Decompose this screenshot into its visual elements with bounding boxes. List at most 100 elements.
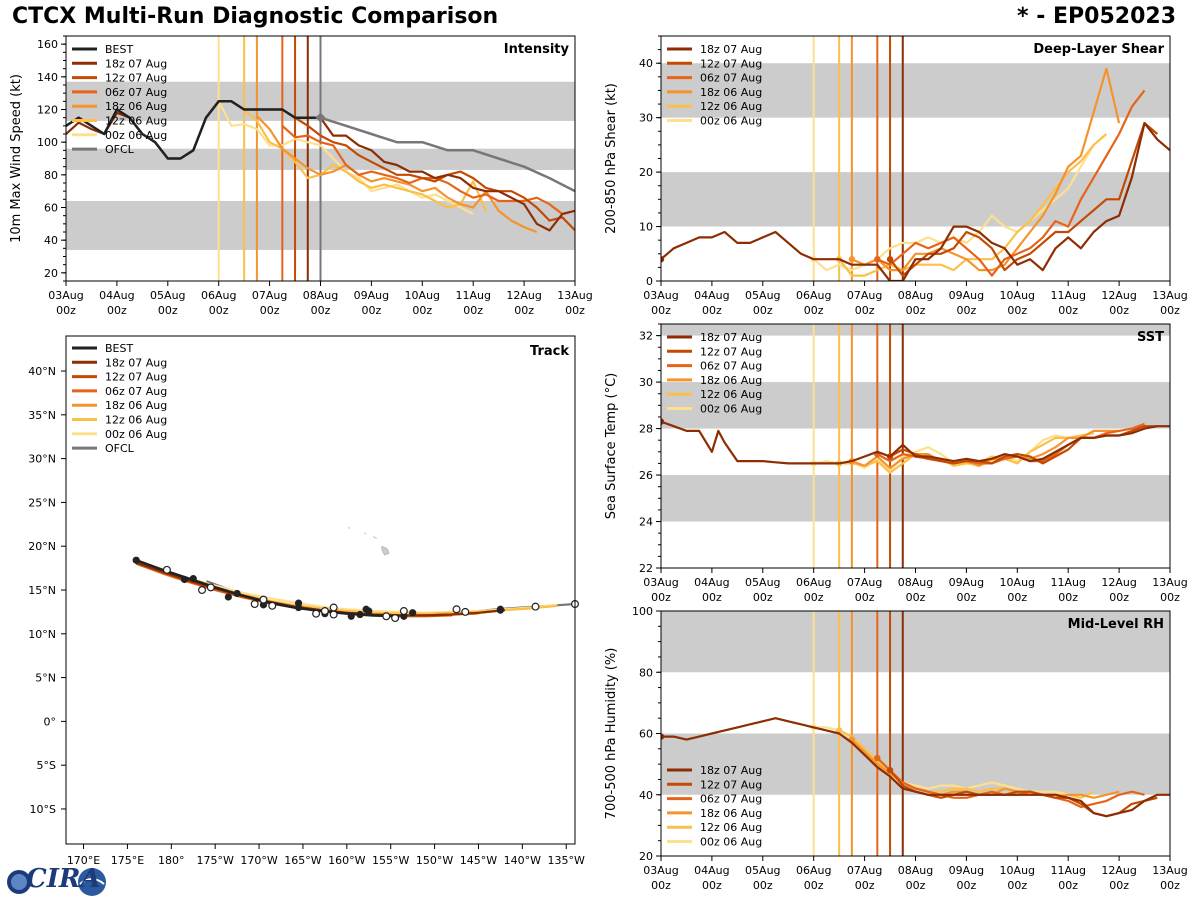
x-tick-hour: 00z [1160,591,1180,604]
y-tick-label: 100 [37,136,58,149]
x-tick-hour: 00z [1160,304,1180,317]
legend-label: 18z 07 Aug [105,356,167,369]
x-tick-date: 03Aug [643,864,678,877]
legend-label: 18z 06 Aug [700,807,762,820]
y-tick-label: 22 [639,562,653,575]
track-point-filled [294,599,303,607]
x-tick-hour: 00z [753,591,773,604]
satellite-globe-icon [78,868,106,896]
series-line-12z-07-aug [294,116,575,232]
lon-tick-label: 155°W [372,854,409,867]
x-tick-hour: 00z [906,304,926,317]
x-tick-date: 13Aug [1152,864,1187,877]
y-axis-label: 200-850 hPa Shear (kt) [604,83,619,234]
x-tick-date: 05Aug [745,576,780,589]
y-tick-label: 28 [639,423,653,436]
series-start-point [874,754,881,762]
track-point-open [391,614,400,623]
legend-label: 18z 07 Aug [700,764,762,777]
x-tick-date: 10Aug [1000,576,1035,589]
legend-label: 18z 06 Aug [700,374,762,387]
legend-label: 00z 06 Aug [700,403,762,416]
x-tick-date: 06Aug [796,864,831,877]
x-tick-hour: 00z [753,304,773,317]
y-tick-label: 10 [639,221,653,234]
y-tick-label: 120 [37,104,58,117]
lon-tick-label: 175°E [111,854,144,867]
x-tick-hour: 00z [311,304,331,317]
legend-label: 12z 06 Aug [105,115,167,128]
x-tick-hour: 00z [1058,591,1078,604]
hawaii-land [381,545,390,556]
y-tick-label: 26 [639,469,653,482]
panel-title: Deep-Layer Shear [1033,42,1164,57]
swoosh-icon [79,878,105,885]
track-point-filled [409,609,417,617]
x-tick-date: 06Aug [201,289,236,302]
y-tick-label: 20 [44,267,58,280]
y-axis-label: Sea Surface Temp (°C) [604,373,619,520]
y-tick-label: 20 [639,850,653,863]
x-tick-date: 13Aug [1152,576,1187,589]
x-tick-hour: 00z [1160,879,1180,892]
x-tick-hour: 00z [209,304,229,317]
cira-logo-text: CIRA [26,864,101,894]
shaded-band [661,324,1170,336]
panel-title: SST [1137,330,1164,345]
series-line-18z-07-aug [661,121,1170,281]
legend-label: 18z 07 Aug [700,331,762,344]
track-point-open [250,600,259,609]
x-tick-date: 09Aug [949,864,984,877]
x-tick-date: 12Aug [1101,289,1136,302]
y-tick-label: 40 [639,57,653,70]
x-tick-hour: 00z [362,304,382,317]
track-point-open [268,601,277,610]
x-tick-hour: 00z [1007,591,1027,604]
x-tick-hour: 00z [957,304,977,317]
y-tick-label: 20 [639,166,653,179]
legend-label: 12z 06 Aug [700,388,762,401]
x-tick-hour: 00z [514,304,534,317]
track-point-open [259,595,268,604]
legend-label: 18z 06 Aug [700,86,762,99]
x-tick-hour: 00z [702,879,722,892]
legend-label: 12z 07 Aug [105,371,167,384]
x-tick-hour: 00z [957,591,977,604]
track-point-open [452,605,461,614]
track-point-filled [189,575,197,583]
x-tick-date: 10Aug [1000,864,1035,877]
x-tick-date: 11Aug [1050,289,1085,302]
track-line-best [135,558,400,618]
legend-label: OFCL [105,442,135,455]
lat-tick-label: 10°N [28,628,56,641]
track-point-open [531,602,540,611]
y-tick-label: 40 [639,789,653,802]
track-point-open [399,607,408,616]
x-tick-hour: 00z [1058,879,1078,892]
sst-panel: 22 24 26 28 30 32 03Aug 00z 04Aug 00z 05Aug 00z 06Au… [604,323,1188,604]
x-tick-date: 05Aug [745,289,780,302]
x-tick-date: 07Aug [847,864,882,877]
legend-label: 06z 07 Aug [700,360,762,373]
x-tick-date: 05Aug [150,289,185,302]
lon-tick-label: 170°W [240,854,277,867]
shaded-band [661,382,1170,429]
x-tick-hour: 00z [702,304,722,317]
lat-tick-label: 40°N [28,365,56,378]
series-group [66,100,575,234]
lon-tick-label: 150°W [416,854,453,867]
legend-label: 12z 06 Aug [105,414,167,427]
track-point-open [312,609,321,618]
x-tick-date: 09Aug [354,289,389,302]
legend-label: 12z 07 Aug [700,57,762,70]
lon-tick-label: 175°W [197,854,234,867]
x-tick-hour: 00z [651,304,671,317]
x-tick-hour: 00z [1109,879,1129,892]
lat-tick-label: 25°N [28,496,56,509]
track-point-open [329,603,338,612]
y-tick-label: 40 [44,234,58,247]
x-tick-hour: 00z [56,304,76,317]
x-tick-date: 13Aug [557,289,592,302]
track-point-open [162,565,171,574]
series-start-point [848,256,856,263]
